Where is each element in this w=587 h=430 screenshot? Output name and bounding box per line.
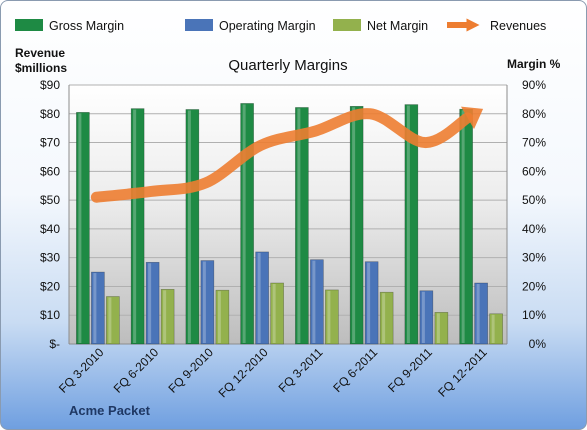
revenue-line-group (90, 106, 484, 203)
bar-gross-margin (240, 103, 254, 345)
x-tick-label: FQ 9-2011 (385, 345, 435, 395)
company-label: Acme Packet (69, 403, 151, 418)
bar-operating-margin (255, 251, 269, 345)
bar-operating-margin (310, 259, 324, 345)
x-tick-label: FQ 3-2011 (276, 345, 326, 395)
bar-highlight (133, 109, 137, 343)
bar-highlight (367, 262, 371, 343)
y-left-tick-label: $30 (40, 251, 60, 265)
y-right-tick-label: 90% (522, 78, 546, 92)
legend-label-net-margin: Net Margin (367, 19, 428, 33)
y-right-tick-label: 80% (522, 107, 546, 121)
chart-title: Quarterly Margins (228, 57, 347, 74)
x-tick-label: FQ 12-2010 (216, 345, 271, 400)
bar-highlight (108, 297, 112, 343)
y-right-tick-label: 20% (522, 279, 546, 293)
revenues-line (90, 108, 474, 203)
bar-net-margin (106, 296, 120, 345)
bar-highlight (242, 104, 246, 343)
y-left-label-line2: $millions (15, 61, 67, 75)
bar-gross-margin (349, 105, 364, 345)
y-left-tick-label: $- (49, 337, 60, 351)
x-tick-label: FQ 6-2010 (111, 345, 162, 396)
y-left-tick-label: $70 (40, 136, 60, 150)
bar-operating-margin (91, 271, 105, 345)
legend-label-operating-margin: Operating Margin (219, 19, 316, 33)
x-tick-label: FQ 3-2010 (56, 345, 107, 396)
y-left-label-line1: Revenue (15, 46, 65, 60)
y-left-ticks: $- $10 $20 $30 $40 $50 $60 $70 $80 $90 (40, 78, 60, 351)
y-right-tick-label: 0% (529, 337, 547, 351)
y-left-tick-label: $90 (40, 78, 60, 92)
bar-operating-margin (474, 282, 488, 345)
bar-operating-margin (145, 261, 160, 345)
bar-highlight (327, 290, 331, 343)
bar-gross-margin (404, 104, 419, 345)
y-left-tick-label: $40 (40, 222, 60, 236)
bar-operating-margin (200, 260, 215, 345)
legend-label-revenues: Revenues (490, 19, 546, 33)
y-left-tick-label: $50 (40, 193, 60, 207)
legend-swatch-gross-margin (15, 19, 43, 31)
y-left-tick-label: $10 (40, 308, 60, 322)
x-tick-label: FQ 9-2010 (166, 345, 217, 396)
bar-highlight (436, 313, 440, 343)
bar-net-margin (160, 289, 175, 345)
y-right-ticks: 0% 10% 20% 30% 40% 50% 60% 70% 80% 90% (522, 78, 546, 351)
bar-operating-margin (419, 290, 434, 345)
bar-net-margin (489, 313, 503, 345)
bar-net-margin (379, 291, 394, 345)
y-right-tick-label: 10% (522, 308, 546, 322)
bar-highlight (476, 283, 480, 343)
bar-gross-margin (185, 109, 200, 345)
y-left-tick-label: $80 (40, 107, 60, 121)
legend-swatch-operating-margin (185, 19, 213, 31)
bar-highlight (406, 105, 410, 344)
bar-highlight (272, 283, 276, 343)
bar-highlight (217, 291, 221, 343)
legend-swatch-net-margin (333, 19, 361, 31)
bar-highlight (461, 110, 465, 343)
bar-highlight (78, 113, 82, 343)
y-left-tick-label: $60 (40, 164, 60, 178)
bar-net-margin (270, 282, 284, 345)
y-right-label: Margin % (507, 57, 561, 71)
bar-highlight (421, 291, 425, 343)
bar-highlight (491, 314, 495, 343)
y-right-tick-label: 50% (522, 193, 546, 207)
bar-gross-margin (295, 107, 309, 345)
bar-gross-margin (130, 108, 145, 345)
y-right-tick-label: 70% (522, 136, 546, 150)
bar-highlight (202, 261, 206, 343)
bar-highlight (382, 293, 386, 343)
bar-highlight (352, 107, 356, 343)
y-right-tick-label: 60% (522, 164, 546, 178)
bar-highlight (257, 252, 261, 343)
legend-label-gross-margin: Gross Margin (49, 19, 124, 33)
x-tick-label: FQ 6-2011 (330, 345, 380, 395)
legend: Gross Margin Operating Margin Net Margin… (15, 18, 546, 33)
bar-gross-margin (76, 112, 90, 345)
x-tick-label: FQ 12-2011 (435, 345, 490, 400)
bar-highlight (297, 108, 301, 344)
bar-highlight (163, 290, 167, 343)
revenues-arrowhead (460, 106, 484, 130)
bar-highlight (93, 273, 97, 343)
y-right-tick-label: 30% (522, 251, 546, 265)
bar-highlight (312, 260, 316, 343)
bar-operating-margin (364, 261, 379, 345)
bar-highlight (187, 110, 191, 343)
bar-net-margin (325, 289, 339, 345)
x-ticks: FQ 3-2010 FQ 6-2010 FQ 9-2010 FQ 12-2010 FQ … (56, 345, 490, 400)
bar-gross-margin (459, 108, 473, 345)
bar-highlight (148, 263, 152, 343)
y-right-tick-label: 40% (522, 222, 546, 236)
bars (76, 103, 503, 345)
bar-net-margin (434, 312, 449, 345)
bar-net-margin (215, 289, 230, 345)
y-left-tick-label: $20 (40, 279, 60, 293)
